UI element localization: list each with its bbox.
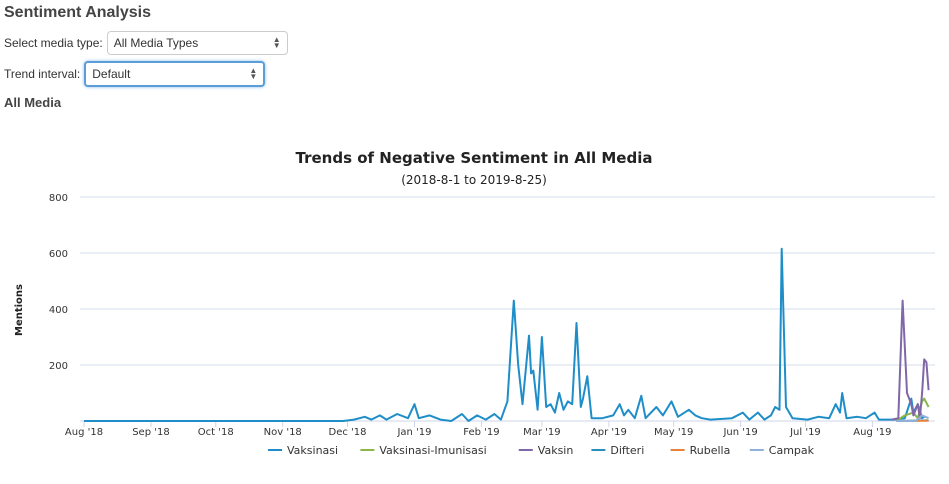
x-tick-label: Mar '19 [523,427,561,438]
legend-item-difteri[interactable]: Difteri [591,444,644,457]
page-title: Sentiment Analysis [4,4,152,21]
x-tick-label: Jan '19 [396,427,431,438]
legend-label: Rubella [690,444,731,457]
x-tick-label: Feb '19 [463,427,499,438]
x-tick-label: Nov '18 [264,427,302,438]
series-line-campak [896,414,929,422]
legend-item-vaksin[interactable]: Vaksin [518,444,574,457]
legend-item-campak[interactable]: Campak [749,444,815,457]
x-tick-label: Jul '19 [789,427,821,438]
legend-item-vaksinasi-imunisasi[interactable]: Vaksinasi-Imunisasi [360,444,487,457]
x-tick-label: Oct '18 [198,427,234,438]
y-tick-label: 800 [49,193,68,204]
x-tick-label: Dec '18 [329,427,367,438]
legend-label: Vaksin [538,444,574,457]
x-tick-label: Apr '19 [591,427,627,438]
trend-interval-select[interactable]: Default ▲ ▼ [84,61,266,87]
x-tick-label: Aug '19 [853,427,891,438]
x-tick-label: Jun '19 [722,427,757,438]
trend-interval-value: Default [92,67,131,81]
media-type-select[interactable]: All Media Types ▲ ▼ [106,31,288,55]
chart-title: Trends of Negative Sentiment in All Medi… [296,149,653,167]
trend-interval-row: Trend interval: Default ▲ ▼ [4,61,266,87]
section-heading: All Media [4,95,62,110]
legend-item-vaksinasi[interactable]: Vaksinasi [268,444,338,457]
media-type-label: Select media type: [4,36,103,50]
x-tick-label: May '19 [654,427,693,438]
legend-label: Difteri [610,444,644,457]
y-tick-label: 200 [49,361,68,372]
legend-item-rubella[interactable]: Rubella [670,444,731,457]
media-type-row: Select media type: All Media Types ▲ ▼ [4,31,288,55]
series-line-vaksinasi [84,247,925,422]
media-type-value: All Media Types [113,36,199,50]
chart-subtitle: (2018-8-1 to 2019-8-25) [401,173,547,187]
select-arrows-icon: ▲ ▼ [272,35,281,50]
y-tick-label: 600 [49,249,68,260]
y-tick-label: 400 [49,305,68,316]
select-arrows-icon: ▲ ▼ [249,66,258,81]
legend-label: Vaksinasi [287,444,338,457]
legend-label: Campak [769,444,815,457]
y-axis-label: Mentions [14,284,25,336]
series-line-vaksin [891,299,930,421]
x-tick-label: Sep '18 [132,427,170,438]
x-tick-label: Aug '18 [65,427,103,438]
trend-interval-label: Trend interval: [4,67,81,81]
legend-label: Vaksinasi-Imunisasi [379,444,486,457]
